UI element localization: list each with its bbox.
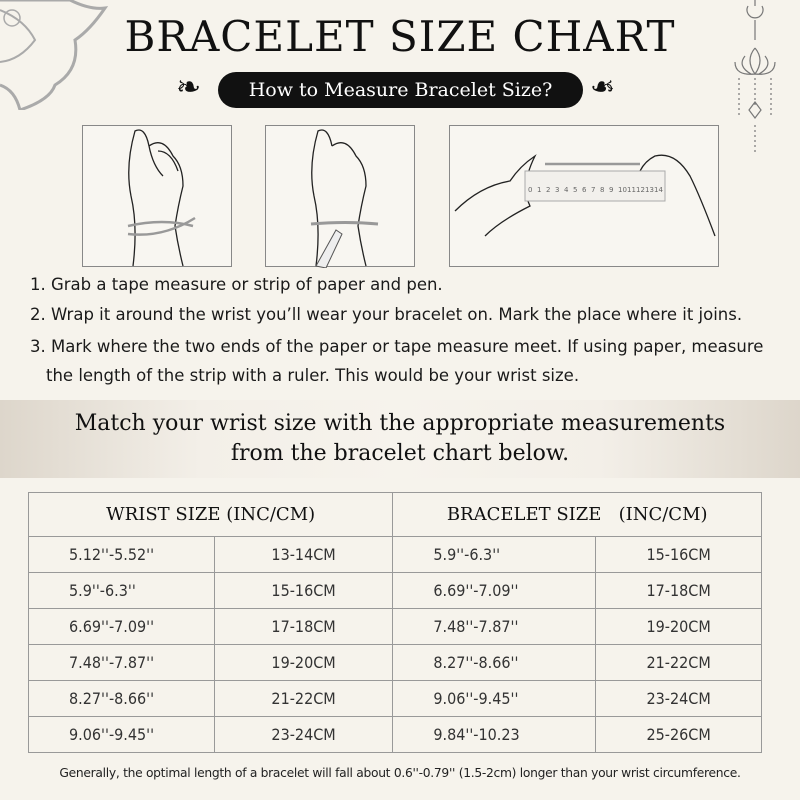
- ruler-hands-icon: 0 1 2 3 4 5 6 7 8 9 10 11 12 13 14: [454, 154, 716, 237]
- ruler-tick-label: 3: [555, 186, 559, 194]
- wrist-inches: 5.12''-5.52'': [28, 536, 215, 573]
- wrist-inches: 9.06''-9.45'': [28, 716, 215, 753]
- size-table: WRIST SIZE (INC/CM) BRACELET SIZE (INC/C…: [27, 492, 762, 753]
- lotus-ornament-icon: [734, 0, 776, 155]
- page-title: BRACELET SIZE CHART: [124, 12, 676, 61]
- ruler-tick-label: 14: [654, 186, 663, 194]
- match-instructions-banner: Match your wrist size with the appropria…: [0, 400, 800, 478]
- ruler-tick-label: 4: [564, 186, 569, 194]
- wrist-size-header: WRIST SIZE (INC/CM): [27, 492, 394, 537]
- step-3-continued: the length of the strip with a ruler. Th…: [46, 366, 580, 385]
- ruler-tick-label: 8: [600, 186, 604, 194]
- wrist-inches: 6.69''-7.09'': [28, 608, 215, 645]
- ruler-tick-label: 0: [528, 186, 532, 194]
- match-line-2: from the bracelet chart below.: [230, 441, 570, 466]
- illustration-wrap-wrist: [82, 125, 232, 267]
- bracelet-inches: 9.06''-9.45'': [392, 680, 597, 717]
- table-row: 8.27''-8.66'' 21-22CM 9.06''-9.45'' 23-24CM: [28, 680, 762, 717]
- bracelet-cm: 23-24CM: [595, 680, 762, 717]
- ruler-tick-label: 6: [582, 186, 587, 194]
- bracelet-inches: 8.27''-8.66'': [392, 644, 597, 681]
- bracelet-cm: 21-22CM: [595, 644, 762, 681]
- step-2: 2. Wrap it around the wrist you’ll wear …: [30, 305, 743, 324]
- ruler-tick-label: 10: [618, 186, 627, 194]
- ruler-tick-label: 7: [591, 186, 595, 194]
- mandala-ornament-icon: [0, 0, 109, 110]
- bracelet-cm: 19-20CM: [595, 608, 762, 645]
- hand-mark-icon: [310, 129, 379, 269]
- bracelet-inches: 7.48''-7.87'': [392, 608, 597, 645]
- match-line-1: Match your wrist size with the appropria…: [74, 411, 726, 436]
- wrist-cm: 15-16CM: [213, 572, 394, 609]
- table-row: 7.48''-7.87'' 19-20CM 8.27''-8.66'' 21-22CM: [28, 644, 762, 681]
- wrist-cm: 19-20CM: [213, 644, 394, 681]
- table-row: 5.12''-5.52'' 13-14CM 5.9''-6.3'' 15-16CM: [28, 536, 762, 573]
- wrist-cm: 13-14CM: [213, 536, 394, 573]
- ruler-tick-label: 2: [546, 186, 550, 194]
- bracelet-cm: 25-26CM: [595, 716, 762, 753]
- step-1: 1. Grab a tape measure or strip of paper…: [30, 275, 443, 294]
- ruler-tick-label: 5: [573, 186, 577, 194]
- ruler-tick-label: 1: [537, 186, 541, 194]
- wrist-inches: 5.9''-6.3'': [28, 572, 215, 609]
- table-row: 9.06''-9.45'' 23-24CM 9.84''-10.23 25-26CM: [28, 716, 762, 753]
- wrist-inches: 7.48''-7.87'': [28, 644, 215, 681]
- wrist-inches: 8.27''-8.66'': [28, 680, 215, 717]
- bracelet-inches: 5.9''-6.3'': [392, 536, 597, 573]
- bracelet-inches: 9.84''-10.23: [392, 716, 597, 753]
- bracelet-size-header: BRACELET SIZE (INC/CM): [392, 492, 762, 537]
- bracelet-cm: 15-16CM: [595, 536, 762, 573]
- wrist-cm: 17-18CM: [213, 608, 394, 645]
- step-3: 3. Mark where the two ends of the paper …: [30, 337, 764, 356]
- wrist-cm: 23-24CM: [213, 716, 394, 753]
- ruler-tick-label: 9: [609, 186, 613, 194]
- ruler-tick-label: 13: [645, 186, 654, 194]
- table-row: 6.69''-7.09'' 17-18CM 7.48''-7.87'' 19-20CM: [28, 608, 762, 645]
- right-swirl-icon: ❧: [590, 70, 616, 105]
- section-heading: How to Measure Bracelet Size?: [218, 72, 583, 108]
- table-row: 5.9''-6.3'' 15-16CM 6.69''-7.09'' 17-18CM: [28, 572, 762, 609]
- bracelet-inches: 6.69''-7.09'': [392, 572, 597, 609]
- illustration-mark-wrist: [265, 125, 415, 269]
- bracelet-cm: 17-18CM: [595, 572, 762, 609]
- ruler-tick-label: 11: [627, 186, 636, 194]
- footnote: Generally, the optimal length of a brace…: [59, 766, 741, 780]
- ruler-tick-label: 12: [636, 186, 645, 194]
- illustration-ruler-measure: 0 1 2 3 4 5 6 7 8 9 10 11 12 13 14: [449, 125, 719, 267]
- left-swirl-icon: ❧: [176, 70, 202, 105]
- hand-wrap-icon: [127, 129, 196, 267]
- wrist-cm: 21-22CM: [213, 680, 394, 717]
